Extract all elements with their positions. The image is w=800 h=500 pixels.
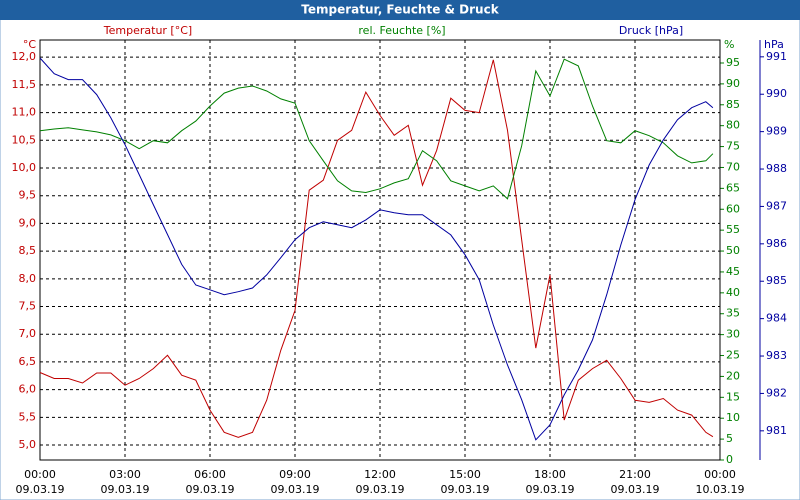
y2-tick-label: 90 (726, 77, 740, 90)
y2-tick-label: 15 (726, 390, 740, 403)
data-line (39, 57, 714, 441)
y3-tick-label: 991 (766, 50, 787, 63)
y2-tick-label: 70 (726, 160, 740, 173)
y2-tick-label: 95 (726, 56, 740, 69)
y2-tick-label: 60 (726, 202, 740, 215)
y3-tick-label: 983 (766, 349, 787, 362)
y-tick-label: 5,5 (19, 410, 37, 423)
x-tick-label: 21:00 (619, 468, 651, 481)
y-axis-label: Temperatur [°C] (103, 24, 192, 37)
y-tick-label: 8,0 (19, 272, 37, 285)
x-tick-date: 09.03.19 (101, 483, 150, 496)
y2-tick-label: 40 (726, 286, 740, 299)
y-tick-label: 7,5 (19, 300, 37, 313)
x-tick-date: 09.03.19 (186, 483, 235, 496)
y-tick-label: 6,5 (19, 355, 37, 368)
y3-tick-label: 985 (766, 274, 787, 287)
y3-tick-label: 982 (766, 386, 787, 399)
y3-axis-label: Druck [hPa] (619, 24, 683, 37)
y2-tick-label: 5 (726, 432, 733, 445)
y3-tick-label: 986 (766, 237, 787, 250)
y2-unit: % (724, 38, 734, 51)
x-tick-date: 09.03.19 (16, 483, 65, 496)
y2-tick-label: 0 (726, 453, 733, 466)
y2-tick-label: 20 (726, 369, 740, 382)
y2-tick-label: 75 (726, 140, 740, 153)
y2-tick-label: 85 (726, 98, 740, 111)
y2-tick-label: 30 (726, 328, 740, 341)
x-tick-date: 10.03.19 (696, 483, 745, 496)
y2-tick-label: 80 (726, 119, 740, 132)
y-tick-label: 5,0 (19, 438, 37, 451)
x-tick-label: 15:00 (449, 468, 481, 481)
x-tick-label: 03:00 (109, 468, 141, 481)
y3-tick-label: 981 (766, 424, 787, 437)
x-tick-date: 09.03.19 (271, 483, 320, 496)
x-tick-label: 00:00 (704, 468, 736, 481)
y-tick-label: 8,5 (19, 244, 37, 257)
x-tick-date: 09.03.19 (441, 483, 490, 496)
x-tick-label: 09:00 (279, 468, 311, 481)
y3-tick-label: 990 (766, 87, 787, 100)
y3-tick-label: 989 (766, 125, 787, 138)
x-tick-label: 00:00 (24, 468, 56, 481)
y-tick-label: 11,0 (12, 106, 37, 119)
y2-axis-label: rel. Feuchte [%] (358, 24, 445, 37)
y-tick-label: 12,0 (12, 50, 37, 63)
y2-tick-label: 45 (726, 265, 740, 278)
y-tick-label: 9,5 (19, 189, 37, 202)
y-tick-label: 6,0 (19, 383, 37, 396)
y-tick-label: 7,0 (19, 327, 37, 340)
y-unit: °C (23, 38, 37, 51)
y-tick-label: 9,0 (19, 216, 37, 229)
y-tick-label: 11,5 (12, 78, 37, 91)
x-tick-label: 18:00 (534, 468, 566, 481)
y2-tick-label: 50 (726, 244, 740, 257)
y2-tick-label: 65 (726, 181, 740, 194)
y2-tick-label: 10 (726, 411, 740, 424)
x-tick-date: 09.03.19 (611, 483, 660, 496)
y3-unit: hPa (764, 38, 784, 51)
title-bar (0, 0, 800, 20)
y3-tick-label: 988 (766, 162, 787, 175)
chart-title: Temperatur, Feuchte & Druck (301, 3, 499, 17)
data-line (39, 59, 714, 438)
x-tick-label: 06:00 (194, 468, 226, 481)
plot-border (39, 39, 721, 461)
x-tick-label: 12:00 (364, 468, 396, 481)
y3-tick-label: 984 (766, 312, 787, 325)
y2-tick-label: 35 (726, 307, 740, 320)
data-line (39, 58, 714, 200)
y2-tick-label: 25 (726, 349, 740, 362)
y2-tick-label: 55 (726, 223, 740, 236)
x-tick-date: 09.03.19 (526, 483, 575, 496)
x-tick-date: 09.03.19 (356, 483, 405, 496)
y3-tick-label: 987 (766, 199, 787, 212)
y-tick-label: 10,5 (12, 133, 37, 146)
y-tick-label: 10,0 (12, 161, 37, 174)
